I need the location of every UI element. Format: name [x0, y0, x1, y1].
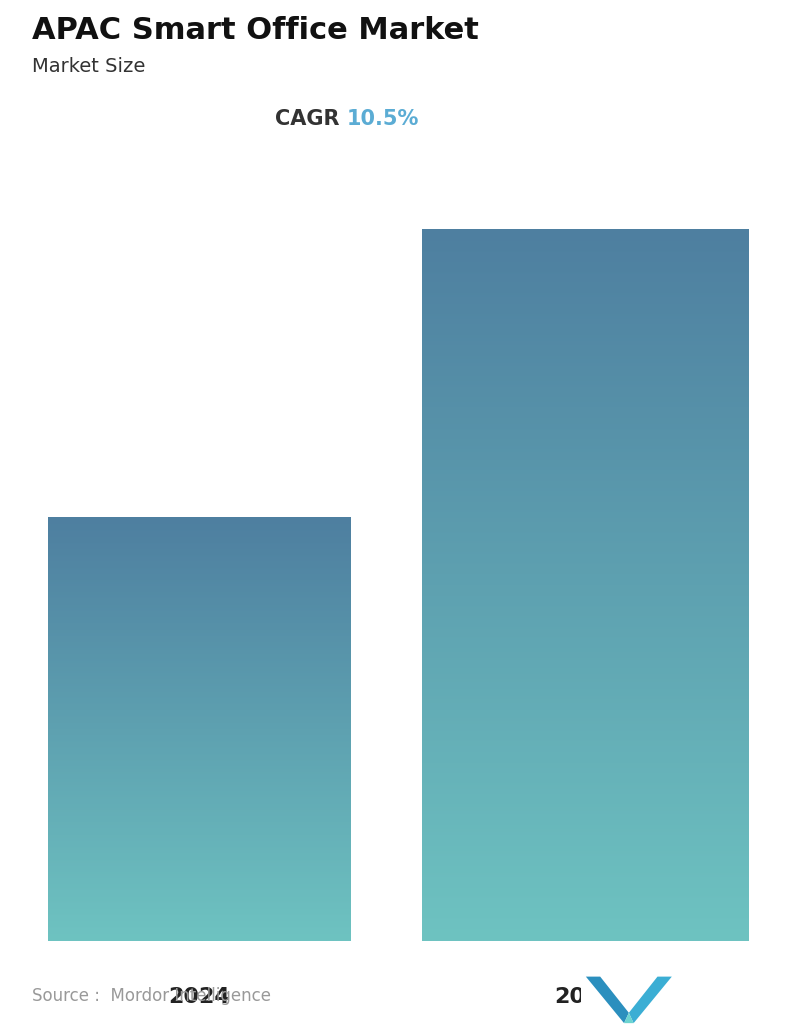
Text: 2024: 2024 [168, 987, 230, 1007]
Text: APAC Smart Office Market: APAC Smart Office Market [32, 16, 478, 44]
Text: Market Size: Market Size [32, 57, 145, 75]
Text: 10.5%: 10.5% [346, 109, 419, 128]
Text: CAGR: CAGR [275, 109, 346, 128]
Text: Source :  Mordor Intelligence: Source : Mordor Intelligence [32, 987, 271, 1005]
Text: 2029: 2029 [554, 987, 616, 1007]
